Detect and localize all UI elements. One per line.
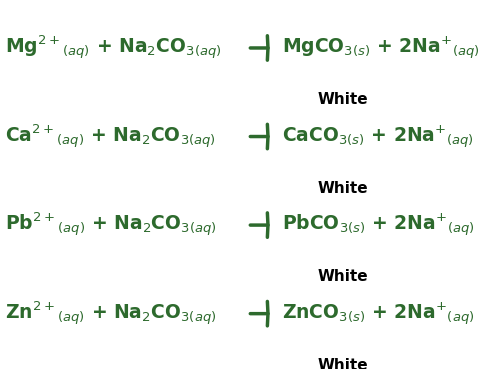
Text: Ca$^{2+}$$_{(aq)}$ + Na$_{2}$CO$_{3(aq)}$: Ca$^{2+}$$_{(aq)}$ + Na$_{2}$CO$_{3(aq)}… [5, 123, 216, 151]
Text: CaCO$_{3 (s)}$ + 2Na$^{+}$$_{(aq)}$: CaCO$_{3 (s)}$ + 2Na$^{+}$$_{(aq)}$ [282, 123, 474, 150]
Text: White: White [317, 269, 368, 284]
Text: MgCO$_{3(s)}$ + 2Na$^{+}$$_{(aq)}$: MgCO$_{3(s)}$ + 2Na$^{+}$$_{(aq)}$ [282, 35, 480, 61]
Text: Mg$^{2+}$$_{(aq)}$ + Na$_{2}$CO$_{3(aq)}$: Mg$^{2+}$$_{(aq)}$ + Na$_{2}$CO$_{3(aq)}… [5, 34, 222, 62]
Text: Pb$^{2+}$$_{(aq)}$ + Na$_{2}$CO$_{3(aq)}$: Pb$^{2+}$$_{(aq)}$ + Na$_{2}$CO$_{3(aq)}… [5, 211, 216, 239]
Text: PbCO$_{3 (s)}$ + 2Na$^{+}$$_{(aq)}$: PbCO$_{3 (s)}$ + 2Na$^{+}$$_{(aq)}$ [282, 212, 475, 238]
Text: Zn$^{2+}$$_{(aq)}$ + Na$_{2}$CO$_{3(aq)}$: Zn$^{2+}$$_{(aq)}$ + Na$_{2}$CO$_{3(aq)}… [5, 300, 216, 328]
Text: ZnCO$_{3 (s)}$ + 2Na$^{+}$$_{(aq)}$: ZnCO$_{3 (s)}$ + 2Na$^{+}$$_{(aq)}$ [282, 300, 475, 327]
Text: White: White [317, 358, 368, 369]
Text: White: White [317, 92, 368, 107]
Text: White: White [317, 181, 368, 196]
